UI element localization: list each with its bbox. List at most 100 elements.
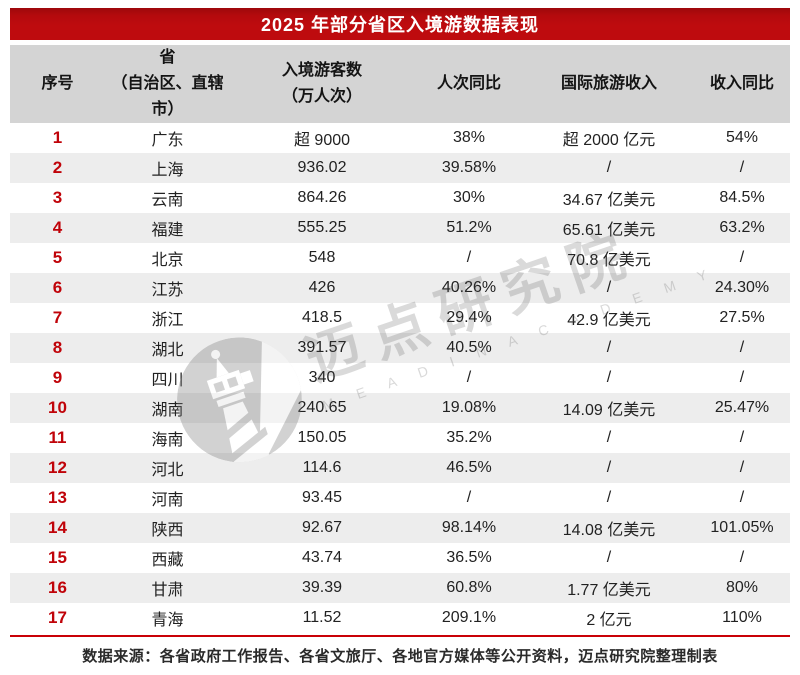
row-number: 10 <box>48 398 67 417</box>
visitors-cell: 超 9000 <box>293 132 351 149</box>
visitors-cell: 548 <box>308 249 336 266</box>
revenue-cell: 14.09 亿美元 <box>562 402 656 419</box>
revenue-yoy-cell: 54% <box>725 129 759 146</box>
revenue-yoy-cell: 84.5% <box>719 189 765 206</box>
visitors-yoy-cell: / <box>466 489 472 506</box>
visitors-yoy-cell: 38% <box>452 129 486 146</box>
data-source-note: 数据来源：各省政府工作报告、各省文旅厅、各地官方媒体等公开资料，迈点研究院整理制… <box>82 647 718 665</box>
table-row: 1 广东 超 9000 38% 超 2000 亿元 54% <box>10 123 790 153</box>
revenue-yoy-cell: / <box>739 429 745 446</box>
province-cell: 云南 <box>151 192 184 209</box>
row-number: 17 <box>48 608 67 627</box>
table-row: 11 海南 150.05 35.2% / / <box>10 423 790 453</box>
row-number: 15 <box>48 548 67 567</box>
table-row: 14 陕西 92.67 98.14% 14.08 亿美元 101.05% <box>10 513 790 543</box>
visitors-cell: 340 <box>308 369 336 386</box>
visitors-cell: 864.26 <box>297 189 347 206</box>
revenue-yoy-cell: 63.2% <box>719 219 765 236</box>
table-row: 10 湖南 240.65 19.08% 14.09 亿美元 25.47% <box>10 393 790 423</box>
table-body: 1 广东 超 9000 38% 超 2000 亿元 54% 2 上海 936.02 39.58% /… <box>10 123 790 633</box>
visitors-cell: 92.67 <box>301 519 343 536</box>
province-cell: 河南 <box>151 492 184 509</box>
header-revenue-yoy: 收入同比 <box>709 75 774 92</box>
visitors-yoy-cell: 46.5% <box>446 459 492 476</box>
visitors-yoy-cell: 30% <box>452 189 486 206</box>
revenue-cell: / <box>606 489 612 506</box>
visitors-cell: 11.52 <box>302 609 342 626</box>
visitors-cell: 936.02 <box>297 159 347 176</box>
visitors-yoy-cell: 39.58% <box>441 159 497 176</box>
province-cell: 海南 <box>151 432 184 449</box>
table-row: 13 河南 93.45 / / / <box>10 483 790 513</box>
visitors-yoy-cell: 29.4% <box>446 309 492 326</box>
revenue-yoy-cell: 27.5% <box>719 309 765 326</box>
visitors-cell: 240.65 <box>297 399 347 416</box>
table-row: 2 上海 936.02 39.58% / / <box>10 153 790 183</box>
visitors-cell: 93.45 <box>301 489 343 506</box>
visitors-cell: 114.6 <box>302 459 342 476</box>
visitors-cell: 43.74 <box>301 549 343 566</box>
visitors-yoy-cell: 60.8% <box>446 579 492 596</box>
revenue-yoy-cell: / <box>739 369 745 386</box>
row-number: 8 <box>52 338 63 357</box>
row-number: 9 <box>52 368 63 387</box>
visitors-yoy-cell: 40.5% <box>446 339 492 356</box>
visitors-cell: 150.05 <box>297 429 347 446</box>
revenue-cell: / <box>606 159 612 176</box>
revenue-yoy-cell: 101.05% <box>710 519 774 536</box>
table-row: 4 福建 555.25 51.2% 65.61 亿美元 63.2% <box>10 213 790 243</box>
visitors-yoy-cell: / <box>466 249 472 266</box>
province-cell: 湖北 <box>151 342 184 359</box>
revenue-yoy-cell: / <box>739 549 745 566</box>
province-cell: 北京 <box>151 252 184 269</box>
footer-divider-line <box>10 635 790 637</box>
table-row: 9 四川 340 / / / <box>10 363 790 393</box>
visitors-yoy-cell: 35.2% <box>446 429 492 446</box>
table-row: 12 河北 114.6 46.5% / / <box>10 453 790 483</box>
table-row: 17 青海 11.52 209.1% 2 亿元 110% <box>10 603 790 633</box>
table-row: 15 西藏 43.74 36.5% / / <box>10 543 790 573</box>
revenue-yoy-cell: / <box>739 489 745 506</box>
province-cell: 上海 <box>151 162 184 179</box>
revenue-yoy-cell: 110% <box>722 609 762 626</box>
revenue-cell: 34.67 亿美元 <box>562 192 656 209</box>
province-cell: 四川 <box>151 372 184 389</box>
table-row: 3 云南 864.26 30% 34.67 亿美元 84.5% <box>10 183 790 213</box>
revenue-cell: / <box>606 459 612 476</box>
revenue-cell: 超 2000 亿元 <box>562 132 656 149</box>
revenue-yoy-cell: / <box>739 159 745 176</box>
header-visitors: 入境游客数 （万人次） <box>281 62 362 105</box>
table-row: 16 甘肃 39.39 60.8% 1.77 亿美元 80% <box>10 573 790 603</box>
visitors-cell: 418.5 <box>301 309 343 326</box>
visitors-cell: 426 <box>308 279 336 296</box>
table-title: 2025 年部分省区入境游数据表现 <box>260 15 540 35</box>
row-number: 3 <box>52 188 63 207</box>
row-number: 6 <box>52 278 63 297</box>
table-row: 6 江苏 426 40.26% / 24.30% <box>10 273 790 303</box>
row-number: 7 <box>52 308 63 327</box>
header-province: 省 （自治区、直辖市） <box>111 49 224 118</box>
table-row: 7 浙江 418.5 29.4% 42.9 亿美元 27.5% <box>10 303 790 333</box>
revenue-cell: / <box>606 339 612 356</box>
row-number: 14 <box>48 518 67 537</box>
revenue-cell: 2 亿元 <box>586 612 632 629</box>
revenue-cell: / <box>606 369 612 386</box>
revenue-cell: 1.77 亿美元 <box>567 582 651 599</box>
province-cell: 陕西 <box>151 522 184 539</box>
visitors-cell: 391.57 <box>297 339 347 356</box>
province-cell: 广东 <box>151 132 184 149</box>
province-cell: 青海 <box>151 612 184 629</box>
province-cell: 甘肃 <box>151 582 184 599</box>
revenue-yoy-cell: 25.47% <box>714 399 770 416</box>
row-number: 5 <box>52 248 63 267</box>
row-number: 4 <box>52 218 63 237</box>
visitors-yoy-cell: 36.5% <box>446 549 492 566</box>
province-cell: 浙江 <box>151 312 184 329</box>
revenue-cell: 70.8 亿美元 <box>567 252 651 269</box>
revenue-yoy-cell: / <box>739 249 745 266</box>
revenue-yoy-cell: / <box>739 459 745 476</box>
revenue-yoy-cell: 80% <box>725 579 759 596</box>
header-revenue: 国际旅游收入 <box>560 75 657 92</box>
province-cell: 河北 <box>151 462 184 479</box>
